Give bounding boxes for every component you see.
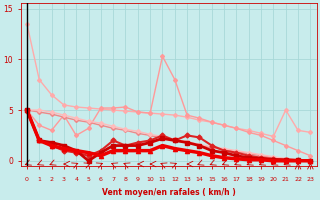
X-axis label: Vent moyen/en rafales ( km/h ): Vent moyen/en rafales ( km/h )	[102, 188, 236, 197]
